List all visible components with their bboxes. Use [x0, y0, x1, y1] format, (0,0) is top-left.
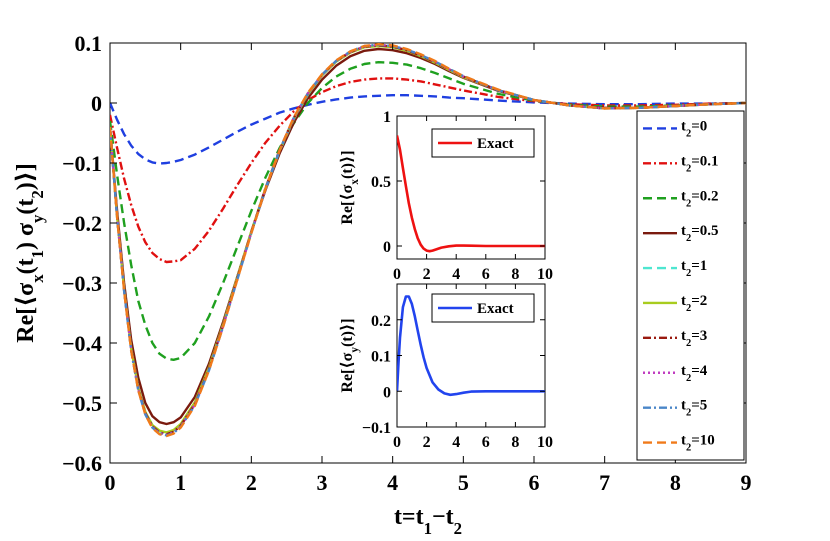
inset_sy-y-axis-label-part: Re[⟨σ [339, 352, 356, 392]
inset_sy-x-tick-label: 8 [511, 434, 519, 451]
main-series-group [110, 43, 746, 438]
inset_sy-y-tick-label: 0.1 [371, 349, 391, 366]
main-series-line-9 [110, 43, 746, 438]
inset_sx-y-tick-label: 1 [383, 109, 391, 126]
main-x-tick-label: 2 [246, 470, 257, 495]
inset_sx-x-tick-label: 0 [393, 266, 401, 283]
inset_sx-x-tick-label: 2 [423, 266, 431, 283]
inset_sx-y-tick-label: 0.5 [371, 174, 391, 191]
legend-label-0: t2=0 [681, 118, 707, 139]
inset-sigma-x-chart: 0 2 4 6 8 10 0 0.5 1 Re[⟨σx(t)⟩] Exact [339, 109, 553, 283]
main-y-tick-label: −0.3 [62, 271, 102, 296]
main-y-axis-label: Re[⟨σx(t1) σy(t2)⟩] [13, 163, 47, 343]
legend-label-7: t2=4 [681, 363, 708, 384]
inset_sy-series-group [397, 295, 545, 397]
inset_sx-x-tick-label: 10 [537, 266, 553, 283]
legend-label-4: t2=1 [681, 258, 707, 279]
inset-sigma-y-legend: Exact [431, 293, 535, 323]
inset_sy-x-tick-label: 0 [393, 434, 401, 451]
main-x-axis-label-part: 2 [454, 519, 462, 538]
legend-label-9: t2=10 [681, 433, 715, 454]
inset-sigma-y-legend-label: Exact [477, 301, 514, 317]
inset_sy-x-tick-label: 10 [537, 434, 553, 451]
inset_sx-y-axis-label-part: Re[⟨σ [339, 184, 356, 224]
inset_sx-y-axis-label-part: (t)⟩] [339, 150, 356, 179]
inset_sy-y-axis-label: Re[⟨σy(t)⟩] [339, 318, 361, 392]
main-legend-box [636, 110, 745, 461]
inset_sy-x-tick-label: 2 [423, 434, 431, 451]
main-chart: 0 1 2 3 4 5 6 7 8 9−0.6−0.5−0.4−0.3−0.2−0.100.1Re… [13, 31, 752, 538]
inset_sx-x-tick-label: 8 [511, 266, 519, 283]
inset-sigma-y-chart: 0 2 4 6 8 10−0.100.10.2Re[⟨σy(t)⟩]Exact [339, 283, 553, 451]
legend-label-6: t2=3 [681, 328, 707, 349]
main-y-axis-label-part: ) σ [13, 223, 39, 250]
inset_sy-y-tick-label: −0.1 [362, 420, 391, 437]
main-x-axis-label-part: 1 [424, 519, 432, 538]
main-y-tick-label: −0.4 [62, 331, 102, 356]
main-y-axis-label-part: 1 [28, 250, 47, 258]
main-y-axis-label-part: (t [13, 199, 39, 215]
inset_sy-y-axis-label-part: y [349, 347, 361, 353]
main-series-line-7 [110, 43, 746, 436]
main-y-axis-label-part: y [28, 214, 47, 223]
main-y-axis-label-part: 2 [28, 190, 47, 198]
main-x-tick-label: 7 [599, 470, 610, 495]
main-x-tick-label: 0 [105, 470, 116, 495]
inset_sy-series-line-0 [397, 295, 545, 397]
main-x-tick-label: 1 [175, 470, 186, 495]
legend-label-8: t2=5 [681, 398, 707, 419]
legend-label-3: t2=0.5 [681, 223, 719, 244]
main-x-tick-label: 4 [387, 470, 398, 495]
main-y-tick-label: −0.2 [62, 211, 102, 236]
main-x-axis-label-part: −t [432, 504, 454, 530]
main-x-tick-label: 8 [670, 470, 681, 495]
main-x-axis-label-part: t=t [394, 504, 424, 530]
inset_sx-y-tick-label: 0 [383, 239, 391, 256]
main-series-line-1 [110, 77, 746, 264]
main-x-tick-label: 6 [529, 470, 540, 495]
main-legend: t2=0 t2=0.1 t2=0.2 t2=0.5 t2=1 t2=2 t2=3 t2=4 t2… [636, 110, 745, 461]
inset_sx-x-tick-label: 4 [452, 266, 460, 283]
main-series-line-2 [110, 61, 746, 361]
inset_sx-y-axis-label-part: x [349, 179, 361, 185]
main-y-tick-label: 0 [91, 91, 102, 116]
main-y-tick-label: −0.6 [62, 451, 102, 476]
main-y-tick-label: −0.1 [62, 151, 102, 176]
inset-sigma-x-legend-label: Exact [477, 136, 514, 152]
inset_sx-x-tick-label: 6 [482, 266, 490, 283]
inset-sigma-x-legend: Exact [431, 128, 535, 158]
main-x-tick-label: 3 [317, 470, 328, 495]
legend-label-5: t2=2 [681, 293, 707, 314]
inset_sx-series-group [397, 135, 545, 253]
inset_sy-y-axis-label-part: (t)⟩] [339, 318, 356, 347]
inset_sy-y-tick-label: 0 [383, 384, 391, 401]
main-y-axis-label-part: Re[⟨σ [13, 283, 39, 343]
legend-label-2: t2=0.2 [681, 188, 719, 209]
inset_sx-y-axis-label: Re[⟨σx(t)⟩] [339, 150, 361, 224]
legend-label-1: t2=0.1 [681, 153, 719, 174]
main-y-tick-label: 0.1 [75, 31, 103, 56]
main-x-axis-label: t=t1−t2 [394, 504, 462, 538]
main-y-axis-label-part: )⟩] [13, 163, 39, 190]
main-y-axis-label-part: (t [13, 258, 39, 274]
inset_sx-series-line-0 [397, 135, 545, 253]
inset_sy-x-tick-label: 6 [482, 434, 490, 451]
inset_sy-x-tick-label: 4 [452, 434, 460, 451]
main-y-axis-label-part: x [28, 274, 47, 283]
inset_sy-y-tick-label: 0.2 [371, 313, 391, 330]
main-x-tick-label: 5 [458, 470, 469, 495]
main-y-tick-label: −0.5 [62, 391, 102, 416]
main-x-tick-label: 9 [741, 470, 752, 495]
